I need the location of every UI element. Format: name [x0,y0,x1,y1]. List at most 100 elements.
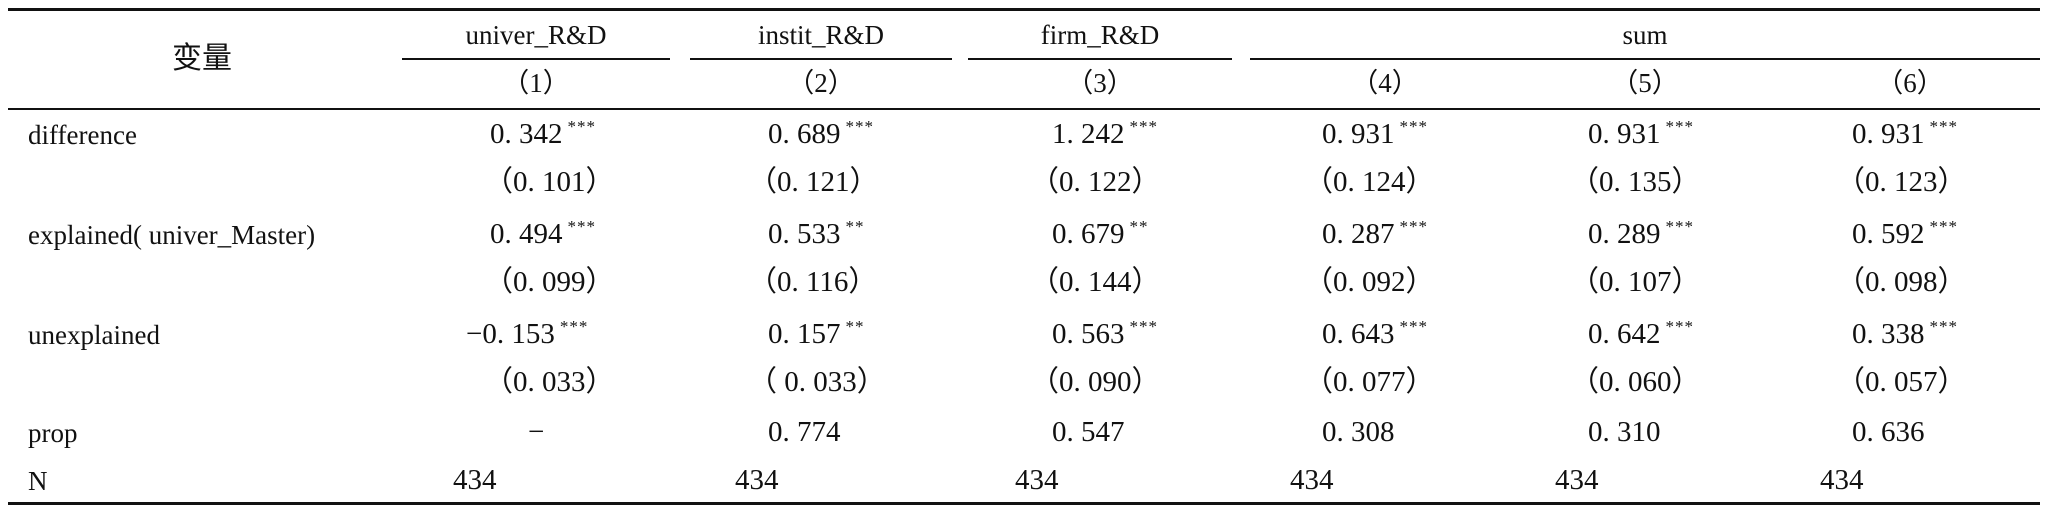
column-number-6: （6） [1876,68,1944,98]
table-cell: 0. 592 *** [1852,218,1958,250]
significance-stars: *** [1129,317,1158,336]
table-cell: （0. 135） [1570,168,1706,197]
significance-stars: *** [1399,217,1428,236]
cell-value: 0. 689 [768,118,841,150]
cell-value: 0. 157 [768,318,841,350]
group-header-sum: sum [1622,20,1668,50]
cell-value: （0. 121） [748,166,879,198]
cell-value: −0. 153 [466,318,555,350]
table-cell: 0. 563 *** [1052,317,1158,350]
cell-value: （0. 116） [748,266,878,298]
cell-value: 434 [1555,464,1599,496]
row-label: difference [28,120,137,150]
cell-value: 0. 592 [1852,218,1925,250]
cell-value: （0. 033） [484,366,615,398]
table-cell: （0. 101） [484,168,620,197]
group-rule-sum [1250,58,2040,60]
table-cell: 0. 494 *** [490,218,596,249]
cell-value: − [528,416,545,448]
table-cell: （0. 124） [1304,168,1440,197]
cell-value: （0. 092） [1304,266,1435,298]
significance-stars: *** [1665,317,1694,336]
table-cell: 0. 679 ** [1052,217,1149,250]
significance-stars: ** [845,217,865,236]
cell-value: 0. 533 [768,218,841,250]
row-label: explained( univer_Master) [28,220,316,250]
significance-stars: *** [567,117,596,136]
table-cell: （0. 060） [1570,368,1706,397]
significance-stars: ** [1129,217,1149,236]
table-cell: 0. 931 *** [1322,117,1428,150]
table-cell: 0. 310 [1588,418,1666,447]
cell-value: 0. 679 [1052,218,1125,250]
table-cell: （0. 092） [1304,268,1440,297]
table-cell: 0. 774 [768,418,846,447]
cell-value: 0. 563 [1052,318,1125,350]
cell-value: （0. 057） [1836,366,1967,398]
cell-value: 0. 931 [1852,118,1925,150]
cell-value: 0. 287 [1322,218,1395,250]
table-cell: 434 [1015,466,1064,495]
significance-stars: *** [1929,317,1958,336]
table-cell: 0. 308 [1322,418,1400,447]
cell-value: 0. 342 [490,118,563,150]
significance-stars: *** [1399,117,1428,136]
group-rule-firm [968,58,1232,60]
table-cell: − [528,418,549,447]
table-cell: （0. 121） [748,168,884,197]
cell-value: （0. 122） [1030,166,1161,198]
row-label: N [28,466,48,496]
significance-stars: *** [1665,217,1694,236]
cell-value: 1. 242 [1052,118,1125,150]
cell-value: （0. 124） [1304,166,1435,198]
table-cell: （0. 033） [484,368,620,397]
table-cell: 0. 643 *** [1322,318,1428,350]
cell-value: （0. 077） [1304,366,1435,398]
table-cell: 0. 547 [1052,418,1130,447]
cell-value: （ 0. 033） [748,366,886,398]
table-cell: （0. 057） [1836,368,1972,397]
top-rule [8,8,2040,11]
column-number-5: （5） [1611,68,1679,98]
significance-stars: *** [1929,117,1958,136]
cell-value: 0. 308 [1322,416,1395,448]
cell-value: （0. 107） [1570,266,1701,298]
cell-value: （0. 060） [1570,366,1701,398]
header-bottom-rule [8,108,2040,110]
table-cell: 0. 287 *** [1322,217,1428,250]
cell-value: 0. 338 [1852,318,1925,350]
column-number-1: （1） [502,68,570,98]
cell-value: （0. 098） [1836,266,1967,298]
table-cell: 0. 342 *** [490,117,596,150]
cell-value: （0. 099） [484,266,615,298]
variable-header: 变量 [172,41,232,76]
cell-value: 0. 931 [1588,118,1661,150]
table-cell: （0. 077） [1304,368,1440,397]
table-cell: （0. 099） [484,268,620,297]
group-rule-univer [402,58,670,60]
cell-value: （0. 135） [1570,166,1701,198]
cell-value: （0. 090） [1030,366,1161,398]
table-cell: 434 [1820,466,1869,495]
row-label: unexplained [28,320,160,350]
cell-value: 0. 310 [1588,416,1661,448]
cell-value: 0. 774 [768,416,841,448]
table-cell: 0. 157 ** [768,317,865,350]
cell-value: 0. 547 [1052,416,1125,448]
cell-value: 434 [1015,464,1059,496]
significance-stars: *** [845,117,874,136]
column-number-4: （4） [1351,68,1419,98]
cell-value: （0. 101） [484,166,615,198]
significance-stars: ** [845,317,865,336]
cell-value: 0. 643 [1322,318,1395,350]
column-number-3: （3） [1066,68,1134,98]
cell-value: 0. 931 [1322,118,1395,150]
group-rule-instit [690,58,952,60]
table-cell: 434 [1555,466,1604,495]
column-number-2: （2） [787,68,855,98]
cell-value: 434 [453,464,497,496]
table-cell: 0. 338 *** [1852,317,1958,350]
significance-stars: *** [559,317,589,336]
table-cell: （0. 098） [1836,268,1972,297]
cell-value: 0. 642 [1588,318,1661,350]
